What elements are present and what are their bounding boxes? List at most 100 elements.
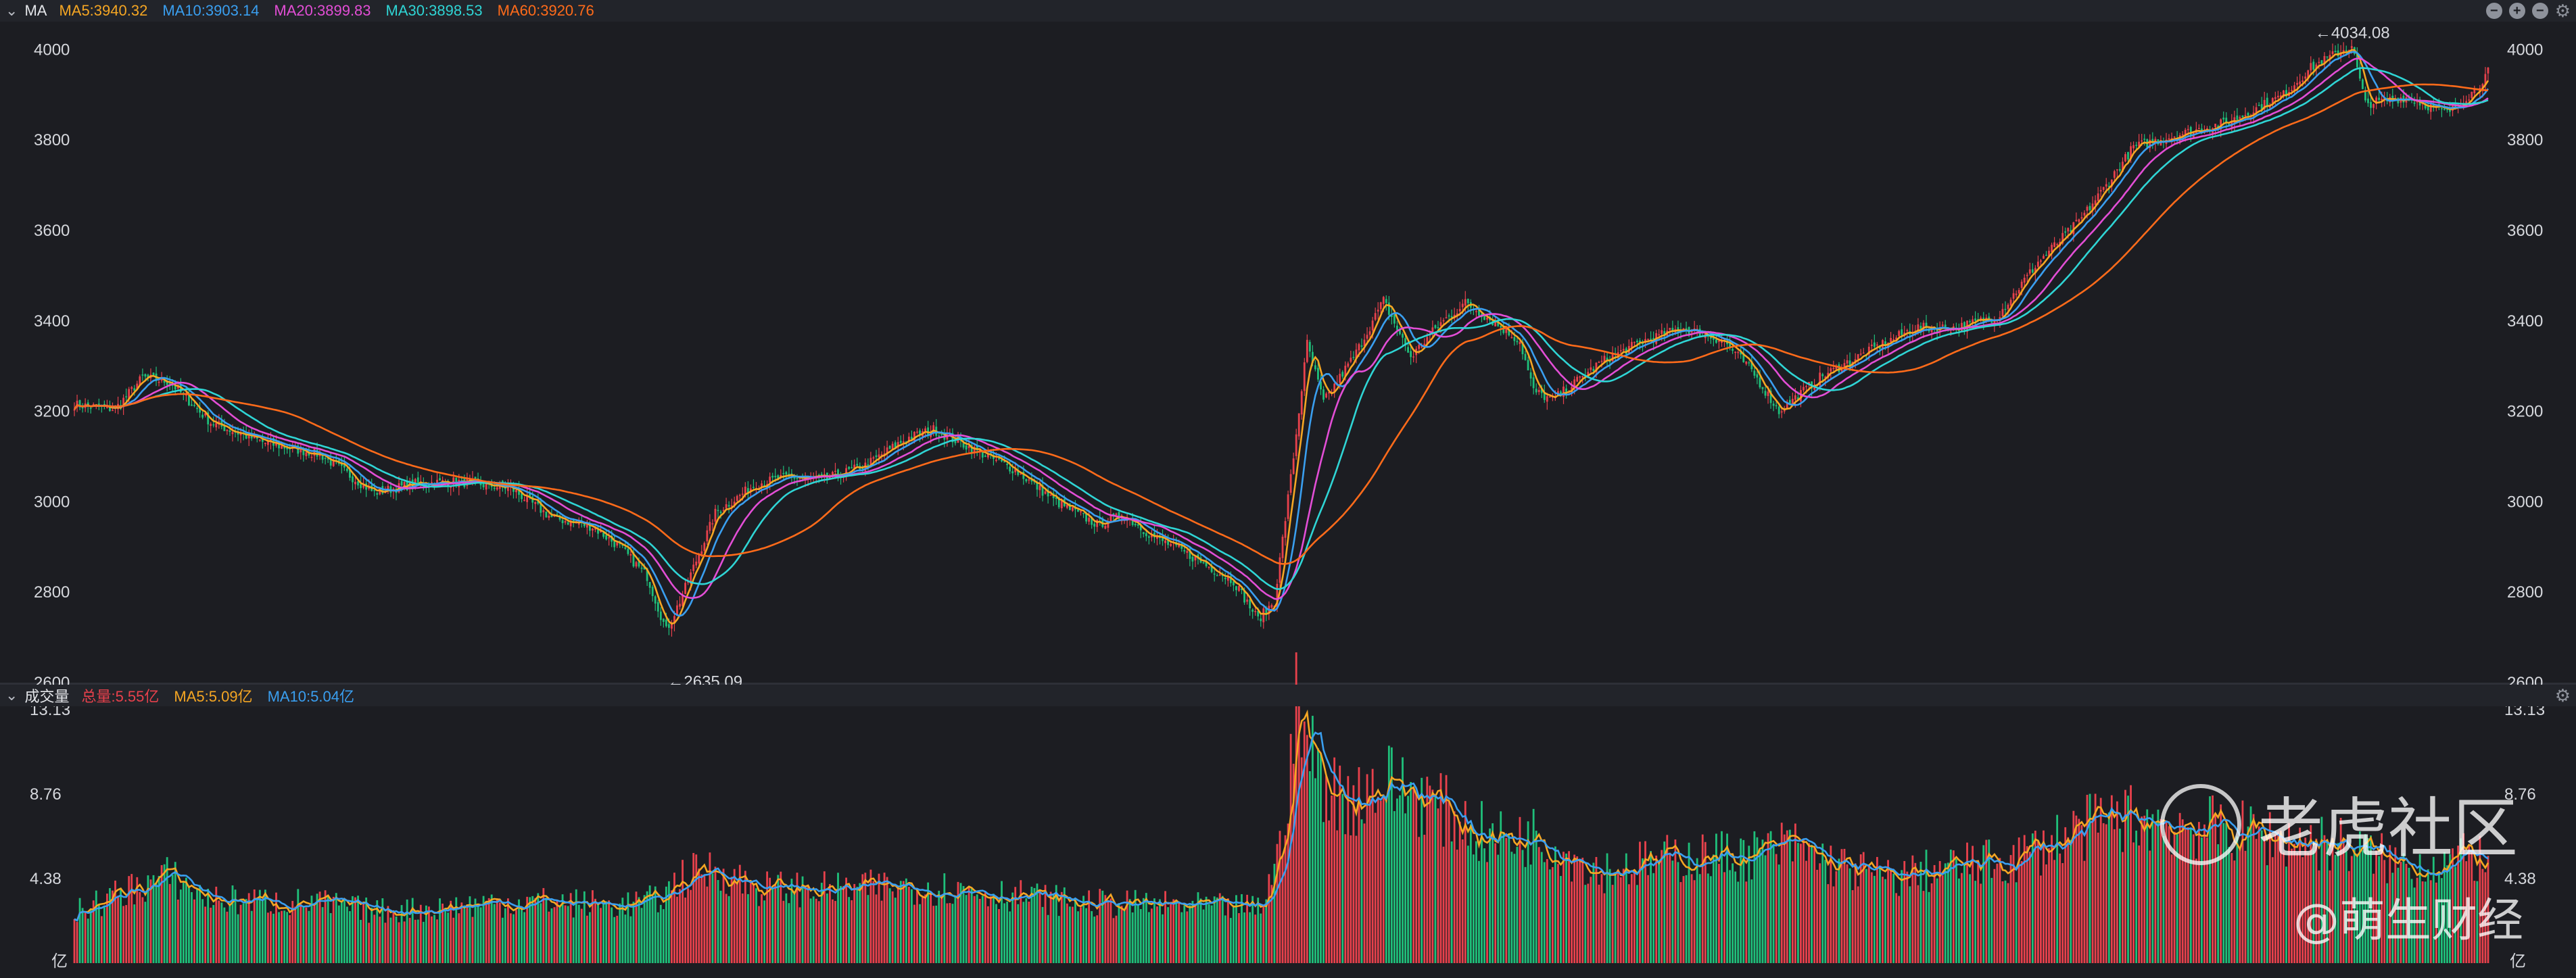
volume-bar: [2337, 843, 2339, 963]
volume-bar: [1803, 838, 1805, 963]
volume-bar: [714, 866, 717, 963]
volume-bar: [2031, 833, 2034, 963]
volume-bar: [521, 908, 523, 963]
volume-bar: [2318, 870, 2320, 963]
candle-body: [176, 385, 179, 389]
candle-body: [300, 447, 302, 453]
volume-bar: [1756, 837, 1759, 963]
candle-body: [373, 490, 376, 491]
volume-bar: [2291, 848, 2293, 963]
volume-bar: [1118, 903, 1120, 963]
candle-body: [837, 469, 839, 476]
candle-body: [2116, 169, 2118, 171]
candle-body: [1925, 322, 1928, 328]
candle-body: [1134, 524, 1137, 526]
candle-body: [1333, 383, 1336, 392]
volume-bar: [106, 894, 108, 963]
volume-bar: [1595, 856, 1598, 963]
volume-bar: [379, 916, 381, 963]
volume-bar: [548, 911, 550, 963]
candle-body: [965, 445, 968, 450]
candle-body: [1107, 523, 1110, 528]
volume-bar: [1243, 912, 1245, 963]
volume-bar: [87, 919, 89, 963]
volume-bar: [345, 906, 348, 963]
volume-bar: [888, 888, 891, 963]
candle-body: [725, 504, 728, 508]
volume-bar: [2094, 793, 2097, 963]
volume-bar: [834, 900, 836, 963]
candle-body: [1870, 344, 1873, 347]
volume-gear-icon[interactable]: ⚙: [2554, 685, 2571, 706]
volume-collapse-toggle-icon[interactable]: ⌄: [5, 687, 18, 704]
volume-bar: [2217, 844, 2220, 963]
candle-body: [245, 433, 247, 439]
volume-bar: [1099, 889, 1101, 963]
volume-bar: [133, 904, 136, 963]
remove-icon[interactable]: −: [2531, 3, 2548, 19]
candle-body: [719, 511, 722, 513]
candle-body: [352, 476, 354, 483]
volume-bar: [1625, 853, 1627, 963]
volume-bar: [1571, 881, 1573, 963]
candle-body: [665, 619, 667, 627]
candle-body: [1060, 500, 1063, 508]
minimize-icon[interactable]: −: [2485, 3, 2502, 19]
volume-bar: [245, 899, 247, 963]
candle-body: [899, 441, 902, 443]
volume-bar: [2124, 789, 2126, 963]
candle-body: [624, 547, 627, 549]
candle-body: [741, 493, 744, 495]
volume-bar: [1112, 918, 1115, 963]
candle-body: [2362, 79, 2364, 89]
candle-body: [911, 437, 913, 440]
volume-bar: [867, 895, 869, 963]
price-y-tick-right: 3600: [2507, 222, 2543, 240]
candle-body: [2329, 55, 2331, 59]
volume-bar: [1769, 831, 1772, 963]
gear-icon[interactable]: ⚙: [2554, 1, 2571, 21]
volume-bar: [2408, 867, 2410, 963]
volume-bar: [1723, 872, 1725, 963]
volume-bar: [1071, 906, 1074, 963]
candle-body: [2197, 128, 2200, 130]
volume-bar: [1254, 914, 1257, 963]
volume-bar: [558, 905, 561, 963]
volume-bar: [442, 903, 444, 963]
candle-body: [1769, 391, 1772, 404]
volume-bar: [1819, 863, 1821, 963]
volume-bar: [1317, 748, 1319, 963]
volume-bar: [185, 877, 187, 963]
volume-bar: [722, 869, 725, 963]
candle-body: [1712, 337, 1715, 340]
volume-bar: [207, 888, 210, 963]
candle-body: [2020, 281, 2023, 288]
volume-bar: [878, 873, 880, 963]
volume-bar: [1633, 869, 1636, 963]
volume-bar: [458, 913, 460, 963]
volume-bar: [679, 889, 681, 963]
volume-bar: [1325, 776, 1327, 963]
candle-body: [1071, 507, 1074, 511]
volume-bar: [978, 898, 981, 963]
volume-bar: [1647, 875, 1649, 963]
volume-bar: [1876, 856, 1878, 963]
volume-bar: [275, 892, 277, 963]
add-icon[interactable]: +: [2508, 3, 2525, 19]
volume-bar: [2301, 857, 2304, 963]
candle-body: [1314, 365, 1316, 370]
volume-bar: [294, 906, 297, 963]
volume-bar: [1508, 835, 1510, 963]
candle-body: [452, 477, 455, 485]
candle-body: [2051, 245, 2053, 252]
candle-body: [2378, 97, 2381, 100]
candle-body: [482, 483, 485, 488]
candle-body: [1486, 317, 1488, 320]
collapse-toggle-icon[interactable]: ⌄: [5, 2, 18, 19]
volume-bar: [2397, 867, 2400, 963]
volume-bar: [2268, 812, 2271, 963]
volume-bar: [182, 882, 185, 963]
volume-bar: [2410, 879, 2413, 963]
candle-body: [1581, 376, 1584, 378]
volume-bar: [1565, 853, 1567, 963]
